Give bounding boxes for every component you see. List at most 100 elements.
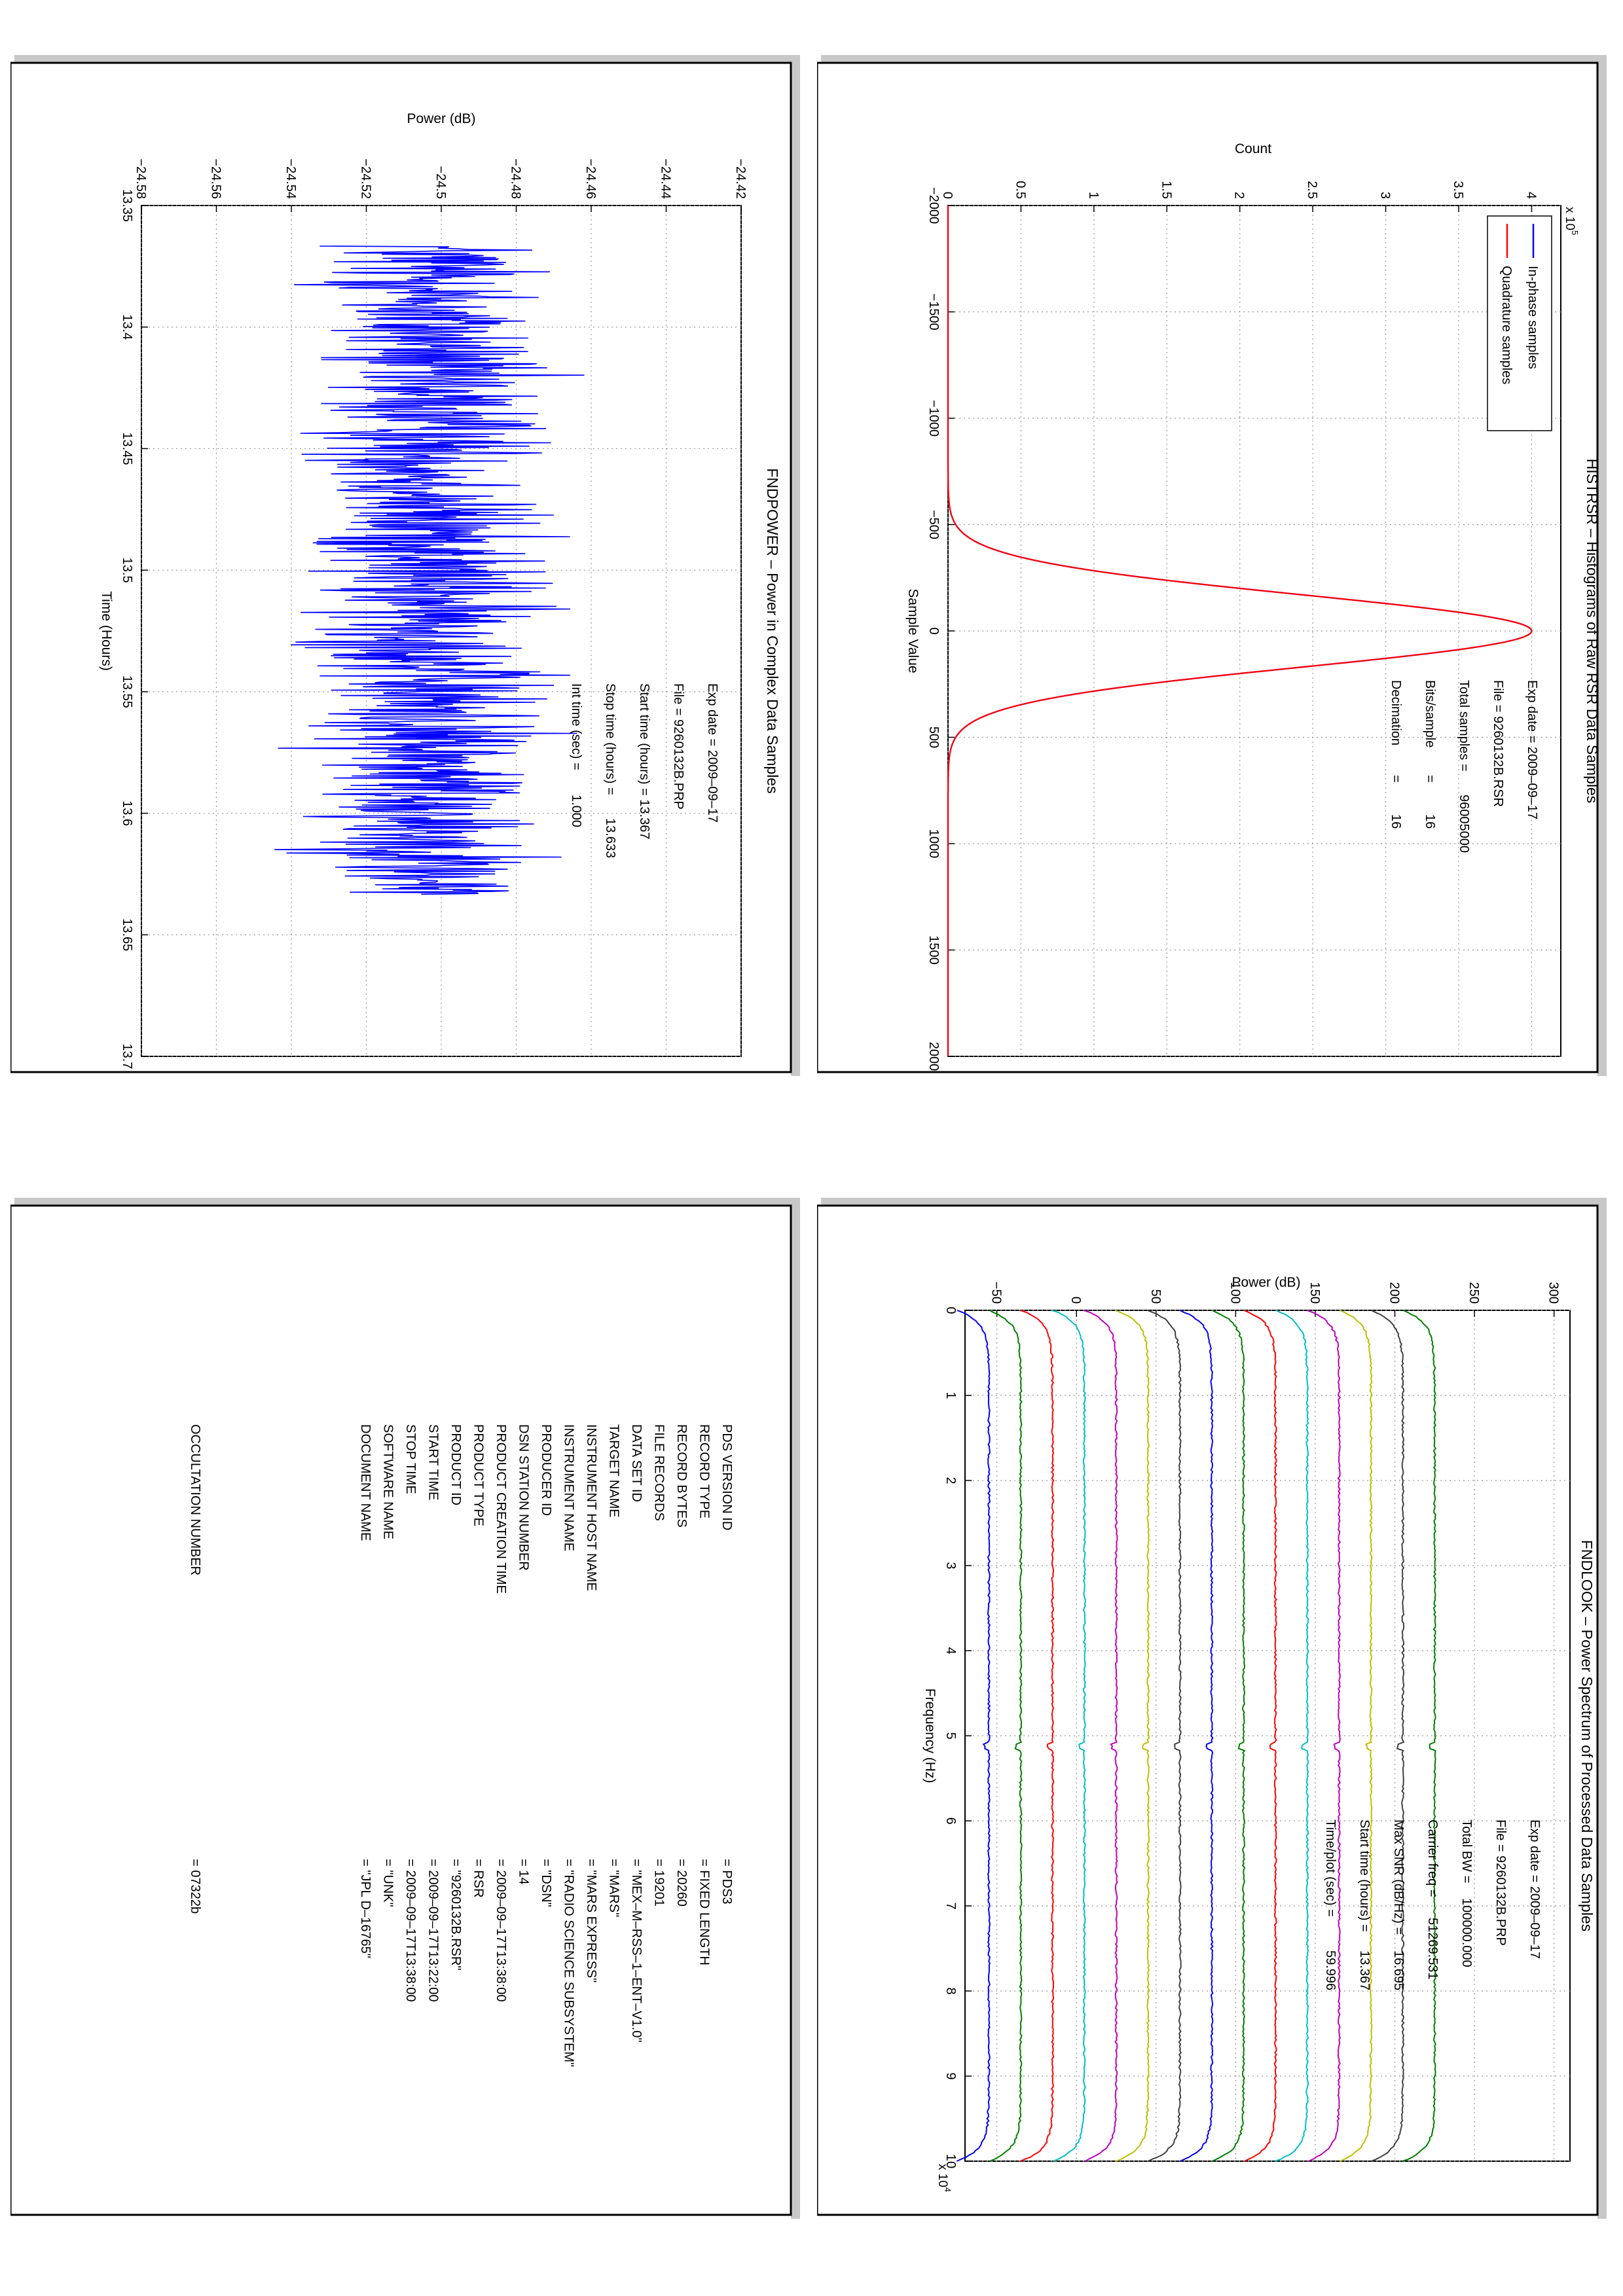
table-row-key: DSN STATION NUMBER — [517, 1424, 531, 1571]
occultation-key: OCCULTATION NUMBER — [188, 1424, 202, 1575]
annotation-snr-label: Max SNR (dB/Hz) = — [1391, 1820, 1406, 1935]
x-tick-label: 13.55 — [120, 675, 134, 708]
table-row-value: = 20260 — [674, 1859, 689, 1907]
label-table: PDS VERSION ID = PDS3 RECORD TYPE = FIXED L… — [358, 1424, 734, 2067]
table-row-key: RECORD BYTES — [674, 1424, 689, 1528]
x-axis-label: Time (Hours) — [99, 591, 114, 671]
table-row-value: = RSR — [471, 1859, 486, 1897]
y-tick-label: 1 — [1086, 192, 1101, 199]
table-row-value: = 19201 — [652, 1859, 666, 1907]
table-row-key: TARGET NAME — [607, 1424, 621, 1518]
x-tick-label: 13.7 — [120, 1044, 134, 1069]
y-exponent: x 105 — [1563, 207, 1580, 235]
x-tick-label: 13.45 — [120, 432, 134, 465]
y-axis-label: Count — [1235, 141, 1271, 156]
occultation-value: = 07322b — [188, 1859, 202, 1914]
annotation-int-time-label: Int time (sec) = — [569, 683, 583, 770]
x-tick-label: 6 — [943, 1817, 958, 1824]
series-line-spectrum-2 — [989, 1310, 1023, 2162]
x-axis-label: Frequency (Hz) — [922, 1689, 938, 1784]
series-line-spectrum-13 — [1339, 1310, 1373, 2162]
annotation-total-samples-value: 96005000 — [1457, 795, 1471, 853]
annotation-start-label: Start time (hours) = — [1357, 1820, 1372, 1932]
annotation-total-bw-value: 100000.000 — [1459, 1898, 1474, 1967]
annotation-exp-date: Exp date = 2009–09–17 — [1527, 1820, 1542, 1959]
annotation-bits-value: 16 — [1423, 814, 1437, 829]
table-row-value: = 2009–09–17T13:22:00 — [426, 1859, 441, 2002]
table-row-value: = "MARS" — [607, 1859, 621, 1917]
x-tick-label: 1500 — [926, 935, 941, 965]
y-tick-label: −24.46 — [583, 158, 598, 199]
table-row-key: SOFTWARE NAME — [381, 1424, 395, 1539]
annotations: Exp date = 2009–09–17 File = 9260132B.RS… — [1389, 680, 1539, 853]
histrsr-panel: −2000 −1500 −1000 −500 0 500 1000 1500 2000 0 0.5 1… — [817, 55, 1607, 1076]
table-row-key: START TIME — [426, 1424, 441, 1500]
series-line-spectrum-3 — [1019, 1310, 1055, 2162]
series-lines — [274, 245, 585, 895]
x-tick-label: 13.65 — [120, 918, 134, 951]
annotation-carrier-label: Carrier freq = — [1425, 1820, 1440, 1897]
y-tick-label: 50 — [1148, 1289, 1163, 1304]
y-tick-label: 0 — [940, 192, 955, 199]
y-tick-label: −24.5 — [433, 166, 448, 199]
axis-ticks: 0 1 2 3 4 5 6 7 8 9 10 −50 0 50 100 150 200 250 300 — [943, 1282, 1561, 2168]
x-tick-label: 0 — [943, 1306, 958, 1314]
annotation-start-value: 13.367 — [1357, 1950, 1372, 1990]
panel-shadow — [791, 55, 800, 1076]
y-tick-label: −24.48 — [509, 158, 523, 199]
x-tick-label: 1 — [943, 1391, 958, 1399]
annotation-file: File = 9260132B.RSR — [1491, 680, 1505, 807]
table-row-key: PDS VERSION ID — [720, 1424, 734, 1530]
grid — [965, 1310, 1570, 2162]
y-tick-label: 1.5 — [1159, 181, 1173, 199]
x-tick-label: 2000 — [926, 1042, 941, 1071]
table-row-value: = 2009–09–17T13:38:00 — [403, 1859, 418, 2002]
y-tick-label: −24.44 — [659, 158, 673, 199]
series-line-spectrum-11 — [1275, 1310, 1309, 2162]
annotation-stop-time-label: Stop time (hours) = — [603, 683, 617, 795]
legend-label-inphase: In-phase samples — [1525, 266, 1540, 369]
table-row-value: = "9260132B.RSR" — [448, 1859, 463, 1970]
annotation-total-samples-label: Total samples = — [1457, 680, 1471, 772]
y-tick-label: 2.5 — [1305, 181, 1319, 199]
series-line-spectrum-7 — [1147, 1310, 1182, 2162]
legend-label-quadrature: Quadrature samples — [1499, 266, 1514, 384]
axis-ticks: −2000 −1500 −1000 −500 0 500 1000 1500 2000 0 0.5 1… — [926, 181, 1538, 1071]
x-tick-label: −1500 — [926, 293, 941, 330]
x-tick-label: 1000 — [926, 829, 941, 859]
table-row-key: PRODUCER ID — [539, 1424, 553, 1516]
series-line-spectrum-15 — [1402, 1310, 1437, 2162]
x-tick-label: 3 — [943, 1562, 958, 1569]
y-axis-label: Power (dB) — [407, 111, 475, 126]
table-row-value: = "RADIO SCIENCE SUBSYSTEM" — [562, 1859, 576, 2067]
table-row-value: = "DSN" — [539, 1859, 553, 1907]
annotations: Exp date = 2009–09–17 File = 9260132B.PR… — [569, 683, 720, 858]
table-row-key: PRODUCT CREATION TIME — [494, 1424, 508, 1594]
y-tick-label: 200 — [1387, 1282, 1402, 1304]
annotation-start-time: Start time (hours) = 13.367 — [637, 683, 651, 839]
annotation-bits-label: Bits/sample — [1423, 680, 1437, 747]
table-row-value: = "JPL D–16765" — [358, 1859, 373, 1958]
x-tick-label: −1000 — [926, 400, 941, 437]
y-tick-label: 100 — [1228, 1282, 1242, 1304]
annotation-decimation-label: Decimation — [1389, 680, 1403, 745]
y-tick-label: 4 — [1523, 192, 1538, 199]
chart-title: FNDLOOK – Power Spectrum of Processed Da… — [1578, 1540, 1596, 1931]
y-tick-label: 2 — [1232, 192, 1247, 199]
y-tick-label: 0.5 — [1013, 181, 1027, 199]
table-row-key: INSTRUMENT NAME — [562, 1424, 576, 1551]
y-tick-label: 0 — [1068, 1297, 1083, 1304]
y-tick-label: −24.42 — [733, 158, 748, 199]
annotation-decimation-value: 16 — [1389, 814, 1403, 829]
x-tick-label: 7 — [943, 1902, 958, 1909]
chart-title: HISTRSR – Histograms of Raw RSR Data Sam… — [1584, 459, 1601, 804]
panel-frame — [10, 1204, 792, 2216]
annotation-total-bw-label: Total BW = — [1459, 1820, 1474, 1883]
series-line-spectrum-14 — [1371, 1310, 1405, 2162]
panel-shadow — [1597, 55, 1607, 1076]
label-table-panel: PDS VERSION ID = PDS3 RECORD TYPE = FIXED L… — [10, 1198, 800, 2219]
x-tick-label: −2000 — [926, 187, 941, 224]
table-row-key: RECORD TYPE — [697, 1424, 712, 1518]
series-line-spectrum-4 — [1051, 1310, 1087, 2162]
x-tick-label: 13.5 — [120, 558, 134, 583]
